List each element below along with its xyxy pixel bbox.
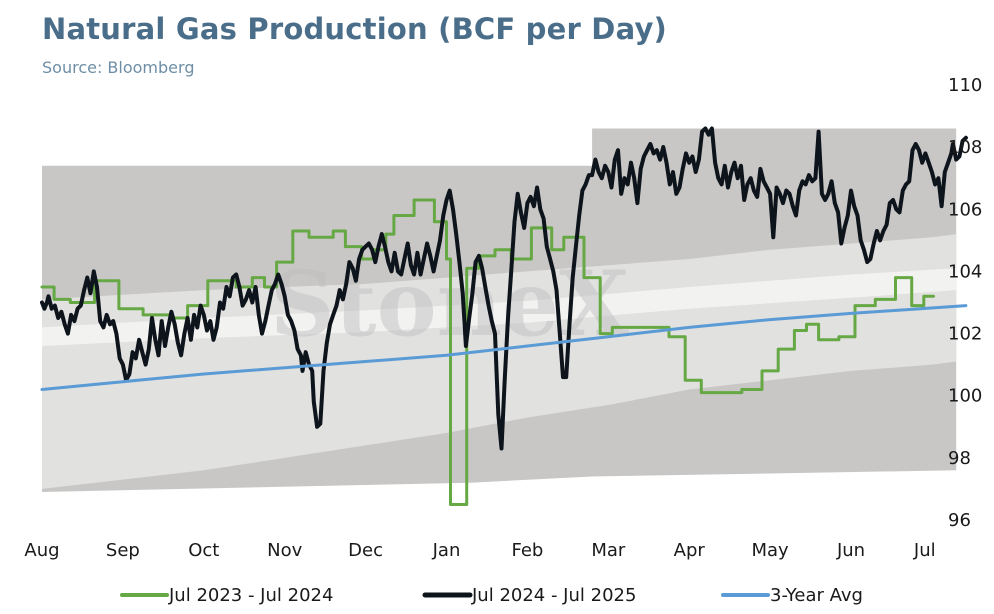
y-tick-label: 106 — [948, 199, 982, 220]
x-tick-label: Jul — [913, 540, 936, 561]
legend-label-1: Jul 2023 - Jul 2024 — [168, 585, 333, 606]
x-tick-label: Mar — [591, 540, 626, 561]
x-tick-label: Feb — [511, 540, 543, 561]
chart-title: Natural Gas Production (BCF per Day) — [42, 12, 668, 46]
x-tick-label: Jun — [836, 540, 865, 561]
legend-label-2: Jul 2024 - Jul 2025 — [471, 585, 636, 606]
x-axis-ticks: Aug Sep Oct Nov Dec Jan Feb Mar Apr May Jun Jul — [24, 540, 935, 561]
x-tick-label: Dec — [348, 540, 383, 561]
x-tick-label: Apr — [674, 540, 706, 561]
x-tick-label: Oct — [188, 540, 219, 561]
series-line-3 — [40, 304, 968, 391]
x-tick-label: Aug — [24, 540, 59, 561]
x-tick-label: Nov — [267, 540, 302, 561]
y-tick-label: 96 — [948, 510, 971, 531]
y-tick-label: 102 — [948, 324, 982, 345]
chart-subtitle: Source: Bloomberg — [42, 58, 195, 77]
y-axis-ticks: 96 98 100 102 104 106 108 110 — [948, 75, 982, 531]
series-line-2 — [40, 126, 968, 451]
y-tick-label: 98 — [948, 448, 971, 469]
y-tick-label: 104 — [948, 261, 982, 282]
y-tick-label: 110 — [948, 75, 982, 96]
y-tick-label: 108 — [948, 137, 982, 158]
series-lines — [40, 126, 968, 506]
x-tick-label: Jan — [432, 540, 461, 561]
x-tick-label: Sep — [106, 540, 140, 561]
legend-label-3: 3-Year Avg — [770, 585, 863, 606]
legend: Jul 2023 - Jul 2024 Jul 2024 - Jul 2025 3-… — [120, 585, 863, 606]
y-tick-label: 100 — [948, 386, 982, 407]
series-line-1 — [40, 198, 935, 506]
x-tick-label: May — [751, 540, 789, 561]
band-mid — [42, 268, 957, 346]
